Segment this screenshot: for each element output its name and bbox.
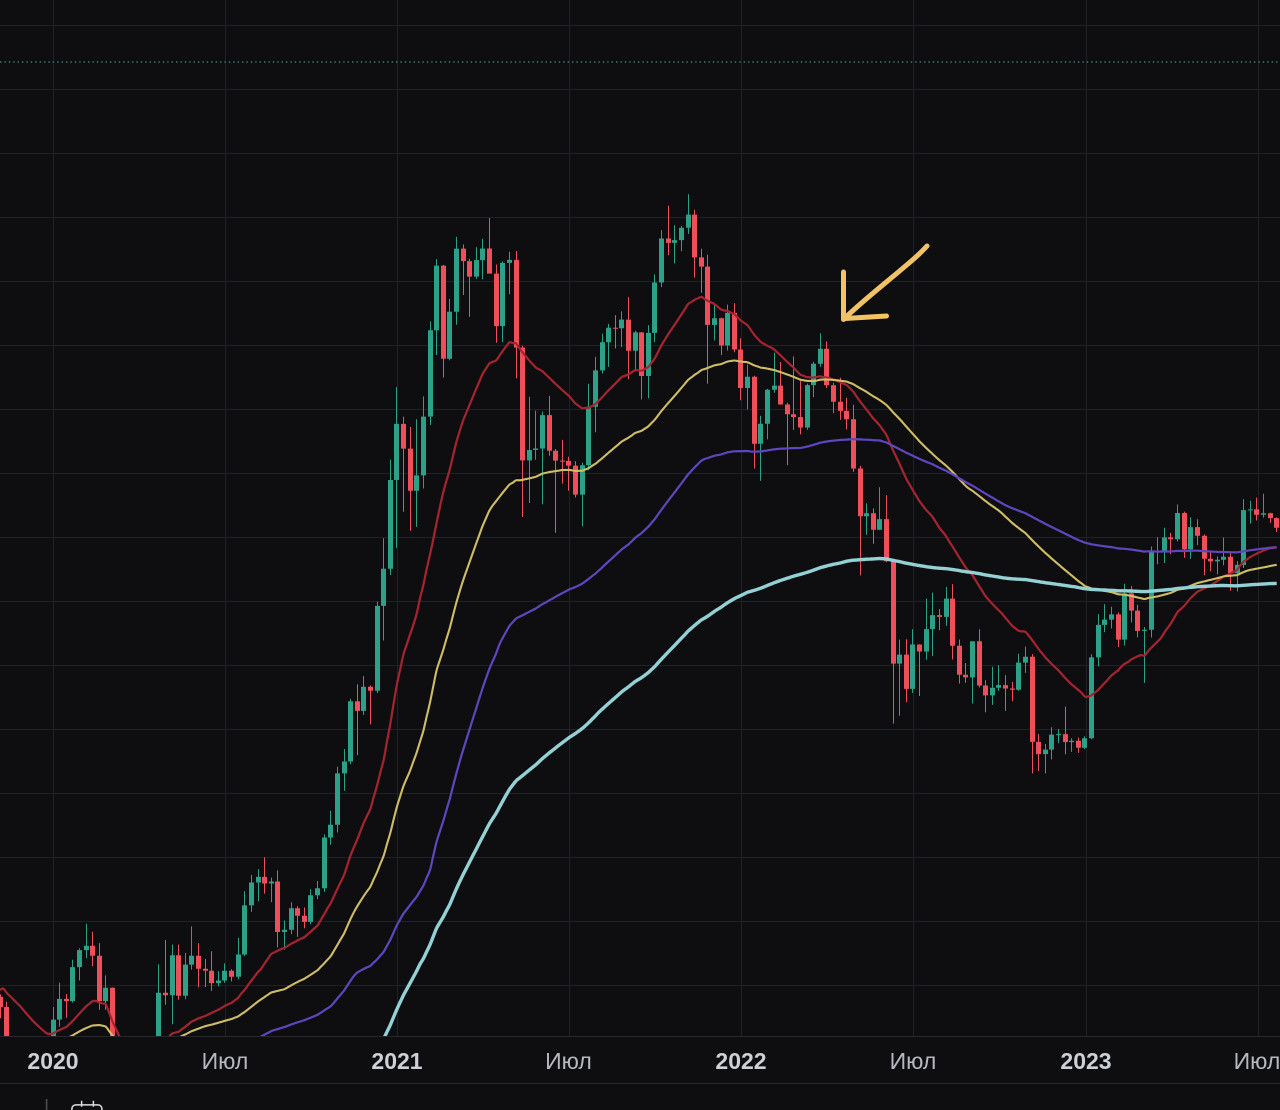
- svg-text:Июл: Июл: [202, 1048, 249, 1074]
- svg-text:2023: 2023: [1060, 1048, 1111, 1074]
- svg-text:2021: 2021: [371, 1048, 422, 1074]
- svg-text:Июл: Июл: [890, 1048, 937, 1074]
- svg-text:Июл: Июл: [545, 1048, 592, 1074]
- svg-text:2022: 2022: [715, 1048, 766, 1074]
- svg-text:Июл: Июл: [1234, 1048, 1280, 1074]
- svg-text:2020: 2020: [27, 1048, 78, 1074]
